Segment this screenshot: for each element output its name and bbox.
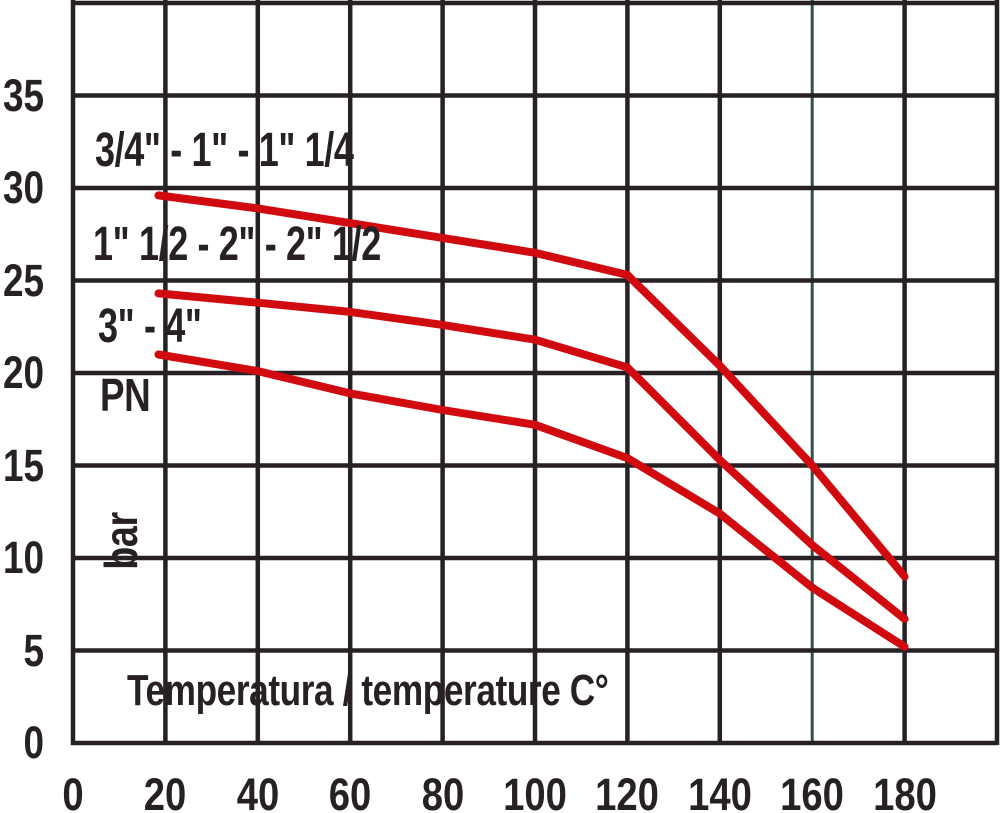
- curve-series-1: [154, 191, 909, 581]
- x-axis-title: Temperatura / temperature C°: [127, 666, 609, 715]
- y-tick-25: 25: [2, 254, 44, 306]
- y-tick-35: 35: [2, 69, 44, 121]
- series-label-medium-sizes: 1" 1/2 - 2" - 2" 1/2: [93, 218, 381, 271]
- y-tick-30: 30: [2, 162, 44, 213]
- x-tick-0: 0: [62, 769, 84, 813]
- x-tick-40: 40: [236, 769, 280, 813]
- y-axis-unit-label: bar: [95, 512, 148, 570]
- x-tick-80: 80: [421, 769, 464, 813]
- series-label-small-sizes: 3/4" - 1" - 1" 1/4: [95, 124, 354, 177]
- y-tick-15: 15: [2, 439, 44, 491]
- curve-series-2: [154, 289, 909, 623]
- y-axis-pn-label: PN: [100, 369, 151, 421]
- x-tick-140: 140: [687, 769, 752, 813]
- y-tick-20: 20: [2, 347, 44, 398]
- x-tick-180: 180: [872, 769, 937, 813]
- x-tick-100: 100: [503, 769, 567, 813]
- x-tick-60: 60: [328, 769, 372, 813]
- curve-series-3: [154, 350, 909, 651]
- x-tick-160: 160: [780, 769, 845, 813]
- y-tick-5: 5: [23, 624, 44, 676]
- x-tick-20: 20: [144, 769, 187, 813]
- x-tick-120: 120: [595, 769, 660, 813]
- y-tick-0: 0: [23, 717, 44, 768]
- series-label-large-sizes: 3" - 4": [98, 300, 202, 353]
- y-tick-10: 10: [2, 532, 44, 583]
